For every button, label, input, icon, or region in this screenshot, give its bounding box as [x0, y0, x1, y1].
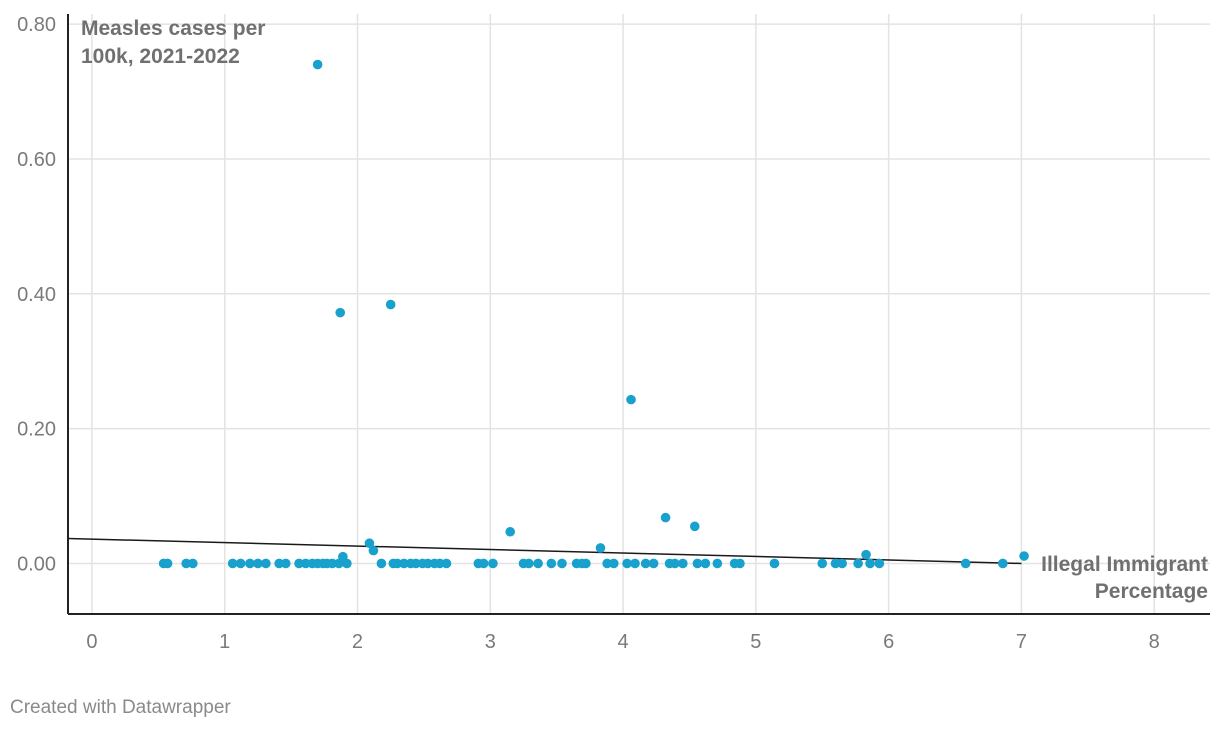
data-point [712, 558, 723, 569]
data-point [533, 558, 543, 569]
data-point [235, 558, 246, 569]
data-point [181, 558, 191, 569]
data-points [158, 59, 1029, 569]
data-point [411, 558, 421, 569]
data-point [294, 558, 304, 569]
y-tick-label: 0.40 [17, 284, 56, 306]
x-tick-label: 8 [1149, 631, 1160, 653]
data-point [689, 521, 700, 532]
x-tick-label: 0 [86, 631, 97, 653]
x-axis-title-line-1: Illegal Immigrant [1041, 553, 1208, 576]
data-point [692, 558, 703, 569]
x-tick-label: 1 [219, 631, 230, 653]
data-point [874, 558, 885, 569]
y-tick-label: 0.60 [17, 149, 56, 171]
data-point [253, 558, 263, 569]
y-axis-title-line-2: 100k, 2021-2022 [81, 45, 240, 68]
data-point [478, 558, 489, 569]
trendline-layer [67, 537, 1022, 565]
data-point [392, 558, 403, 569]
data-point [865, 558, 875, 569]
data-point [581, 558, 591, 569]
data-point [274, 558, 284, 569]
data-point [338, 551, 348, 562]
footer-credit: Created with Datawrapper [10, 697, 231, 718]
data-point [385, 299, 396, 310]
data-point [399, 558, 409, 569]
data-point [364, 538, 375, 549]
data-point [769, 558, 780, 569]
y-tick-label: 0.80 [17, 14, 56, 36]
data-point [368, 545, 379, 556]
data-point [376, 558, 387, 569]
data-point [595, 543, 606, 553]
data-point [853, 558, 863, 569]
data-point [312, 59, 323, 70]
data-point [626, 394, 636, 405]
data-point [998, 558, 1008, 569]
axes [67, 14, 1210, 615]
data-point [441, 558, 452, 569]
data-point [523, 558, 534, 569]
data-point [1019, 551, 1029, 561]
gridlines [68, 14, 1210, 614]
x-tick-label: 3 [485, 631, 496, 653]
data-point [837, 558, 847, 569]
data-point [188, 558, 198, 569]
data-point [861, 549, 871, 560]
data-point [660, 512, 671, 523]
x-axis-title-line-2: Percentage [1095, 580, 1208, 603]
data-point [557, 558, 567, 569]
data-point [546, 558, 557, 569]
tick-labels: 0 1 2 3 4 5 6 7 8 0.00 0.20 0.40 0.60 0.80 [17, 14, 1160, 653]
data-point [327, 558, 338, 569]
data-point [435, 558, 445, 569]
x-tick-label: 5 [750, 631, 761, 653]
data-point [735, 558, 745, 569]
data-point [423, 558, 433, 569]
y-axis-title-line-1: Measles cases per [81, 17, 265, 40]
x-tick-label: 4 [618, 631, 629, 653]
data-point [280, 558, 291, 569]
data-point [622, 558, 632, 569]
data-point [335, 307, 346, 318]
data-point [960, 558, 971, 569]
data-point [817, 558, 828, 569]
data-point [640, 558, 651, 569]
data-point [648, 558, 659, 569]
data-point [162, 558, 173, 569]
x-tick-label: 6 [883, 631, 894, 653]
data-point [630, 558, 640, 569]
trendline [67, 537, 1022, 565]
y-tick-label: 0.20 [17, 419, 56, 441]
data-point [245, 558, 255, 569]
x-tick-label: 7 [1016, 631, 1027, 653]
data-point [505, 526, 515, 537]
data-point [300, 558, 311, 569]
data-point [670, 558, 680, 569]
x-tick-label: 2 [352, 631, 363, 653]
data-point [678, 558, 688, 569]
data-point [830, 558, 841, 569]
data-point [227, 558, 238, 569]
data-point [700, 558, 711, 569]
y-tick-label: 0.00 [17, 553, 56, 575]
data-point [488, 558, 498, 569]
data-point [602, 558, 612, 569]
data-point [608, 558, 619, 569]
data-point [261, 558, 271, 569]
